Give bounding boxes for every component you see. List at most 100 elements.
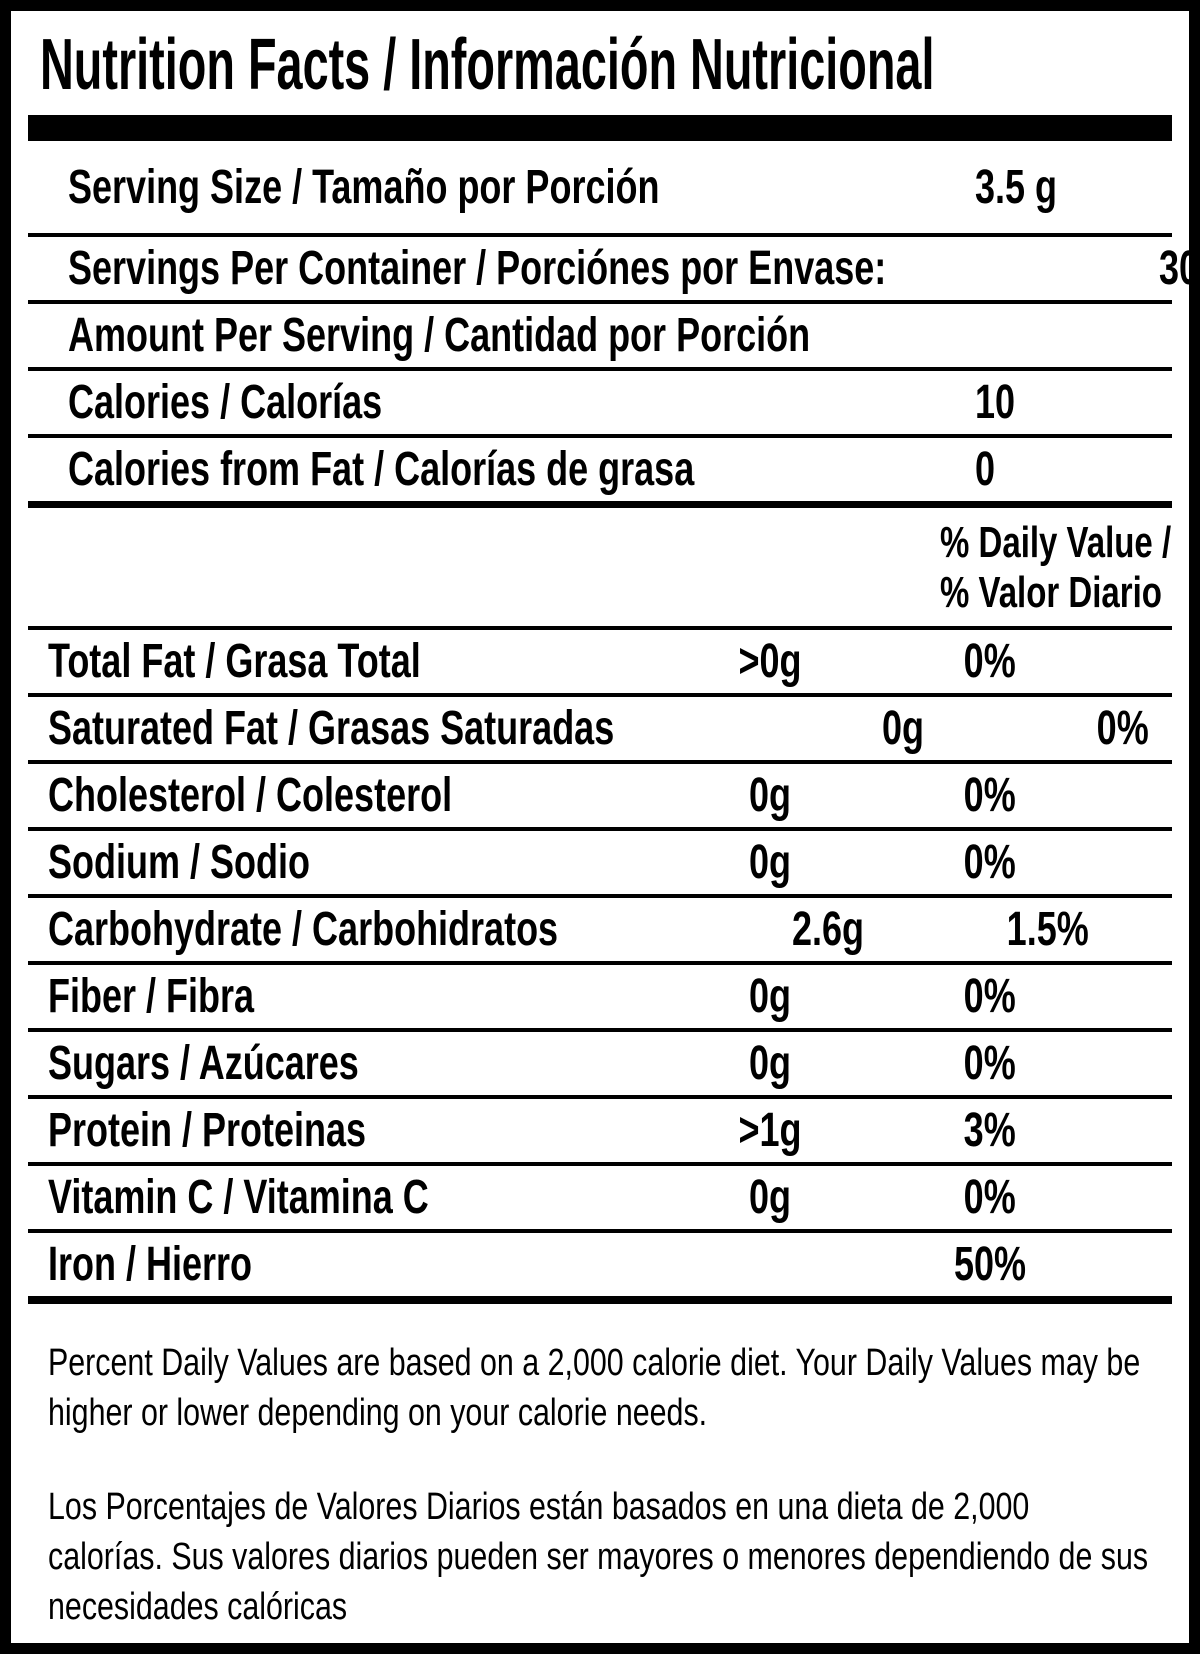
row-amount: 0g xyxy=(670,835,870,890)
row-dv: 0% xyxy=(890,634,1090,689)
row-amount: 0g xyxy=(670,1170,870,1225)
row-value-text: 10 xyxy=(975,376,1016,429)
row-label: Vitamin C / Vitamina C xyxy=(48,1170,670,1225)
row-label: Cholesterol / Colesterol xyxy=(48,768,670,823)
row-dv: 0% xyxy=(890,1170,1090,1225)
row-label-text: Servings Per Container / Porciónes por E… xyxy=(68,242,887,295)
label-content: Nutrition Facts / Información Nutriciona… xyxy=(28,29,1189,1632)
row-dv-text: 0% xyxy=(963,635,1017,688)
row-label-text: Serving Size / Tamaño por Porción xyxy=(68,160,660,214)
nutrient-row-fiber: Fiber / Fibra 0g 0% xyxy=(28,965,1172,1032)
row-dv-text: 0% xyxy=(963,769,1017,822)
daily-value-header-line2: % Valor Diario xyxy=(940,568,1162,617)
row-calories: Calories / Calorías 10 xyxy=(28,371,1172,438)
row-amount-text: 0g xyxy=(748,1171,791,1224)
row-label-text: Protein / Proteinas xyxy=(48,1104,367,1157)
row-value-text: 3.5 g xyxy=(975,160,1058,214)
daily-value-header-line1: % Daily Value / xyxy=(940,518,1172,567)
row-dv: 0% xyxy=(890,969,1090,1024)
row-label: Serving Size / Tamaño por Porción xyxy=(68,160,975,215)
row-calories-from-fat: Calories from Fat / Calorías de grasa 0 xyxy=(28,438,1172,508)
label-title-text: Nutrition Facts / Información Nutriciona… xyxy=(40,25,935,105)
row-amount-text: 0g xyxy=(748,769,791,822)
nutrient-row-iron: Iron / Hierro 50% xyxy=(28,1233,1172,1304)
nutrient-row-saturated-fat: Saturated Fat / Grasas Saturadas 0g 0% xyxy=(28,697,1172,764)
row-value: 10 xyxy=(975,375,1172,430)
row-label-text: Cholesterol / Colesterol xyxy=(48,769,453,822)
footnotes: Percent Daily Values are based on a 2,00… xyxy=(28,1304,1172,1632)
row-label: Servings Per Container / Porciónes por E… xyxy=(68,241,1159,296)
row-servings-per-container: Servings Per Container / Porciónes por E… xyxy=(28,237,1189,304)
row-label-text: Amount Per Serving / Cantidad por Porció… xyxy=(68,309,811,362)
row-value-text: 30 xyxy=(1159,242,1200,295)
row-amount xyxy=(670,1237,870,1292)
row-dv-text: 3% xyxy=(963,1104,1017,1157)
row-dv: 3% xyxy=(890,1103,1090,1158)
row-amount: >0g xyxy=(670,634,870,689)
row-serving-size: Serving Size / Tamaño por Porción 3.5 g xyxy=(28,141,1172,237)
nutrient-row-cholesterol: Cholesterol / Colesterol 0g 0% xyxy=(28,764,1172,831)
nutrient-row-protein: Protein / Proteinas >1g 3% xyxy=(28,1099,1172,1166)
row-amount: 0g xyxy=(670,1036,870,1091)
nutrient-row-total-fat: Total Fat / Grasa Total >0g 0% xyxy=(28,630,1172,697)
row-dv-text: 0% xyxy=(1096,702,1149,755)
row-amount-text: >0g xyxy=(738,635,802,688)
row-dv: 0% xyxy=(890,1036,1090,1091)
row-amount-text: 0g xyxy=(881,702,924,755)
nutrient-row-sugars: Sugars / Azúcares 0g 0% xyxy=(28,1032,1172,1099)
row-label: Sugars / Azúcares xyxy=(48,1036,670,1091)
footnote-spanish: Los Porcentajes de Valores Diarios están… xyxy=(48,1486,1149,1628)
row-amount: 0g xyxy=(670,768,870,823)
row-value-text: 0 xyxy=(975,443,996,496)
row-amount-text: >1g xyxy=(738,1104,802,1157)
row-label: Calories from Fat / Calorías de grasa xyxy=(68,442,975,497)
row-amount-per-serving: Amount Per Serving / Cantidad por Porció… xyxy=(28,304,1172,371)
row-label: Saturated Fat / Grasas Saturadas xyxy=(48,701,803,756)
row-dv: 1.5% xyxy=(948,902,1148,957)
row-label-text: Calories / Calorías xyxy=(68,376,383,429)
daily-value-header: % Daily Value / % Valor Diario xyxy=(28,508,1172,630)
row-value xyxy=(1057,308,1189,363)
row-label-text: Iron / Hierro xyxy=(48,1238,253,1291)
row-label: Total Fat / Grasa Total xyxy=(48,634,670,689)
row-dv-text: 0% xyxy=(963,1171,1017,1224)
row-amount-text: 0g xyxy=(748,970,791,1023)
row-label-text: Sodium / Sodio xyxy=(48,836,310,889)
row-value: 3.5 g xyxy=(975,160,1172,215)
row-amount-text: 0g xyxy=(748,836,791,889)
row-label-text: Vitamin C / Vitamina C xyxy=(48,1171,429,1224)
row-label-text: Fiber / Fibra xyxy=(48,970,255,1023)
row-amount: 0g xyxy=(670,969,870,1024)
row-label: Carbohydrate / Carbohidratos xyxy=(48,902,728,957)
row-label-text: Sugars / Azúcares xyxy=(48,1037,359,1090)
row-label-text: Calories from Fat / Calorías de grasa xyxy=(68,443,695,496)
nutrient-row-sodium: Sodium / Sodio 0g 0% xyxy=(28,831,1172,898)
row-label: Sodium / Sodio xyxy=(48,835,670,890)
title-divider-bar xyxy=(28,115,1172,141)
row-dv-text: 0% xyxy=(963,836,1017,889)
row-dv-text: 0% xyxy=(963,970,1017,1023)
row-label-text: Saturated Fat / Grasas Saturadas xyxy=(48,702,615,755)
row-label: Fiber / Fibra xyxy=(48,969,670,1024)
row-dv-text: 1.5% xyxy=(1007,903,1090,956)
row-amount-text: 0g xyxy=(748,1037,791,1090)
footnote-english: Percent Daily Values are based on a 2,00… xyxy=(48,1342,1141,1434)
row-dv: 50% xyxy=(890,1237,1090,1292)
nutrient-row-vitamin-c: Vitamin C / Vitamina C 0g 0% xyxy=(28,1166,1172,1233)
row-dv-text: 50% xyxy=(953,1238,1027,1291)
row-value: 30 xyxy=(1159,241,1200,296)
row-dv: 0% xyxy=(890,835,1090,890)
row-label-text: Carbohydrate / Carbohidratos xyxy=(48,903,559,956)
row-value: 0 xyxy=(975,442,1172,497)
row-label: Calories / Calorías xyxy=(68,375,975,430)
row-amount-text: 2.6g xyxy=(792,903,865,956)
row-dv: 0% xyxy=(890,768,1090,823)
row-label: Protein / Proteinas xyxy=(48,1103,670,1158)
label-title: Nutrition Facts / Información Nutriciona… xyxy=(40,29,1172,101)
row-label-text: Total Fat / Grasa Total xyxy=(48,635,421,688)
row-dv: 0% xyxy=(1023,701,1189,756)
row-dv-text: 0% xyxy=(963,1037,1017,1090)
nutrient-row-carbohydrate: Carbohydrate / Carbohidratos 2.6g 1.5% xyxy=(28,898,1172,965)
row-amount: 2.6g xyxy=(728,902,928,957)
